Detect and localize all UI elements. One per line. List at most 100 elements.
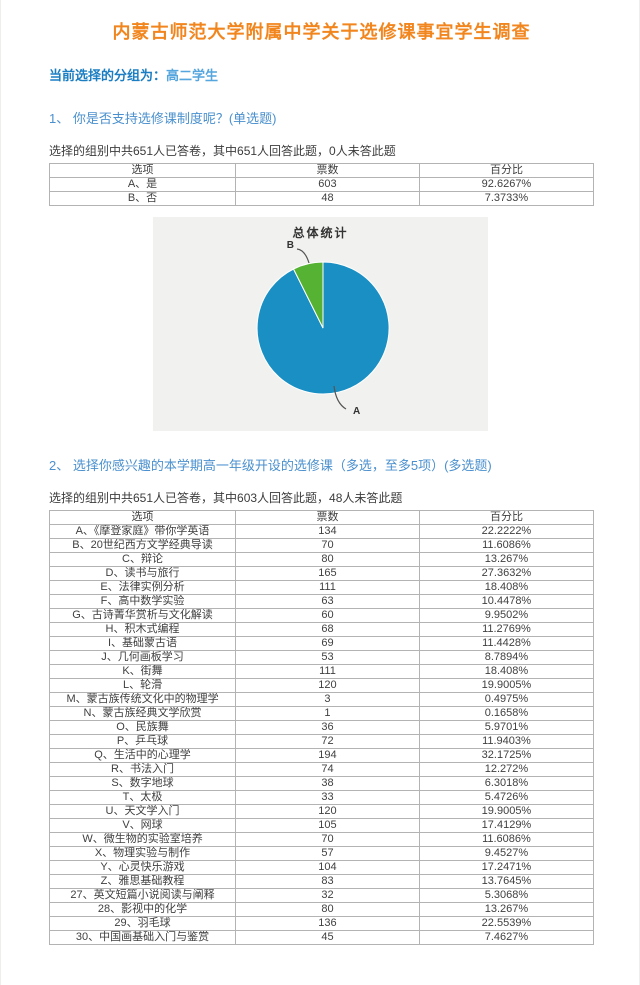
percent-cell: 5.4726% [418, 790, 595, 805]
votes-cell: 80 [235, 552, 420, 567]
table-row: K、街舞 111 18.408% [48, 664, 595, 679]
votes-cell: 136 [235, 916, 420, 931]
column-header: 票数 [235, 163, 420, 178]
table-row: B、20世纪西方文学经典导读 70 11.6086% [48, 538, 595, 553]
group-value[interactable]: 高二学生 [166, 68, 219, 83]
question-1-results-table: 选项 票数 百分比 A、是 603 92.6267% B、否 48 7.3733% [48, 163, 595, 206]
percent-cell: 92.6267% [418, 177, 595, 192]
question-1-heading: 1、 你是否支持选修课制度呢？(单选题) [49, 111, 277, 126]
table-row: A、《摩登家庭》带你学英语 134 22.2222% [48, 524, 595, 539]
votes-cell: 57 [235, 846, 420, 861]
percent-cell: 17.2471% [418, 860, 595, 875]
option-cell: Y、心灵快乐游戏 [48, 860, 237, 875]
votes-cell: 53 [235, 650, 420, 665]
option-cell: N、蒙古族经典文学欣赏 [48, 706, 237, 721]
percent-cell: 11.6086% [418, 832, 595, 847]
percent-cell: 13.267% [418, 552, 595, 567]
votes-cell: 194 [235, 748, 420, 763]
percent-cell: 22.2222% [418, 524, 595, 539]
percent-cell: 0.4975% [418, 692, 595, 707]
table-row: D、读书与旅行 165 27.3632% [48, 566, 595, 581]
option-cell: B、20世纪西方文学经典导读 [48, 538, 237, 553]
table-row: A、是 603 92.6267% [48, 177, 595, 192]
votes-cell: 38 [235, 776, 420, 791]
votes-cell: 32 [235, 888, 420, 903]
option-cell: 30、中国画基础入门与鉴赏 [48, 930, 237, 945]
table-row: T、太极 33 5.4726% [48, 790, 595, 805]
pie-slice-B [292, 261, 324, 329]
votes-cell: 80 [235, 902, 420, 917]
votes-cell: 60 [235, 608, 420, 623]
percent-cell: 32.1725% [418, 748, 595, 763]
page-title: 内蒙古师范大学附属中学关于选修课事宜学生调查 [112, 22, 531, 42]
option-cell: 29、羽毛球 [48, 916, 237, 931]
table-row: G、古诗菁华赏析与文化解读 60 9.9502% [48, 608, 595, 623]
percent-cell: 11.2769% [418, 622, 595, 637]
votes-cell: 120 [235, 678, 420, 693]
pie-label-B-leader-line [296, 248, 310, 264]
option-cell: F、高中数学实验 [48, 594, 237, 609]
option-cell: D、读书与旅行 [48, 566, 237, 581]
votes-cell: 1 [235, 706, 420, 721]
chart-title: 总体统计 [292, 226, 349, 240]
percent-cell: 0.1658% [418, 706, 595, 721]
option-cell: S、数字地球 [48, 776, 237, 791]
table-row: 27、英文短篇小说阅读与阐释 32 5.3068% [48, 888, 595, 903]
column-header: 票数 [235, 510, 420, 525]
table-row: C、辩论 80 13.267% [48, 552, 595, 567]
percent-cell: 13.267% [418, 902, 595, 917]
percent-cell: 19.9005% [418, 804, 595, 819]
option-cell: H、积木式编程 [48, 622, 237, 637]
option-cell: R、书法入门 [48, 762, 237, 777]
table-row: X、物理实验与制作 57 9.4527% [48, 846, 595, 861]
percent-cell: 17.4129% [418, 818, 595, 833]
votes-cell: 68 [235, 622, 420, 637]
table-row: H、积木式编程 68 11.2769% [48, 622, 595, 637]
table-row: N、蒙古族经典文学欣赏 1 0.1658% [48, 706, 595, 721]
percent-cell: 12.272% [418, 762, 595, 777]
percent-cell: 7.4627% [418, 930, 595, 945]
votes-cell: 111 [235, 580, 420, 595]
pie-label-B: B [287, 240, 294, 251]
column-header: 百分比 [418, 163, 595, 178]
votes-cell: 36 [235, 720, 420, 735]
percent-cell: 22.5539% [418, 916, 595, 931]
votes-cell: 134 [235, 524, 420, 539]
votes-cell: 33 [235, 790, 420, 805]
option-cell: T、太极 [48, 790, 237, 805]
table-header-row: 选项 票数 百分比 [48, 510, 595, 525]
question-2-results-table: 选项 票数 百分比 A、《摩登家庭》带你学英语 134 22.2222% B、20世纪西方文… [48, 510, 595, 945]
pie-chart: AB [256, 240, 390, 417]
question-2-section: 2、 选择你感兴趣的本学期高一年级开设的选修课（多选，至多5项）(多选题) 选择… [48, 455, 595, 945]
option-cell: Q、生活中的心理学 [48, 748, 237, 763]
option-cell: Z、雅思基础教程 [48, 874, 237, 889]
table-row: P、乒乓球 72 11.9403% [48, 734, 595, 749]
table-row: U、天文学入门 120 19.9005% [48, 804, 595, 819]
votes-cell: 45 [235, 930, 420, 945]
percent-cell: 7.3733% [418, 191, 595, 206]
votes-cell: 3 [235, 692, 420, 707]
votes-cell: 70 [235, 538, 420, 553]
votes-cell: 104 [235, 860, 420, 875]
option-cell: I、基础蒙古语 [48, 636, 237, 651]
table-row: B、否 48 7.3733% [48, 191, 595, 206]
option-cell: 27、英文短篇小说阅读与阐释 [48, 888, 237, 903]
votes-cell: 120 [235, 804, 420, 819]
option-cell: J、几何画板学习 [48, 650, 237, 665]
option-cell: L、轮滑 [48, 678, 237, 693]
option-cell: G、古诗菁华赏析与文化解读 [48, 608, 237, 623]
table-row: L、轮滑 120 19.9005% [48, 678, 595, 693]
option-cell: A、《摩登家庭》带你学英语 [48, 524, 237, 539]
column-header: 选项 [48, 510, 237, 525]
option-cell: 28、影视中的化学 [48, 902, 237, 917]
percent-cell: 27.3632% [418, 566, 595, 581]
question-1-section: 1、 你是否支持选修课制度呢？(单选题) 选择的组别中共651人已答卷，其中65… [48, 108, 595, 206]
percent-cell: 10.4478% [418, 594, 595, 609]
percent-cell: 18.408% [418, 664, 595, 679]
votes-cell: 69 [235, 636, 420, 651]
percent-cell: 8.7894% [418, 650, 595, 665]
table-row: 29、羽毛球 136 22.5539% [48, 916, 595, 931]
votes-cell: 111 [235, 664, 420, 679]
